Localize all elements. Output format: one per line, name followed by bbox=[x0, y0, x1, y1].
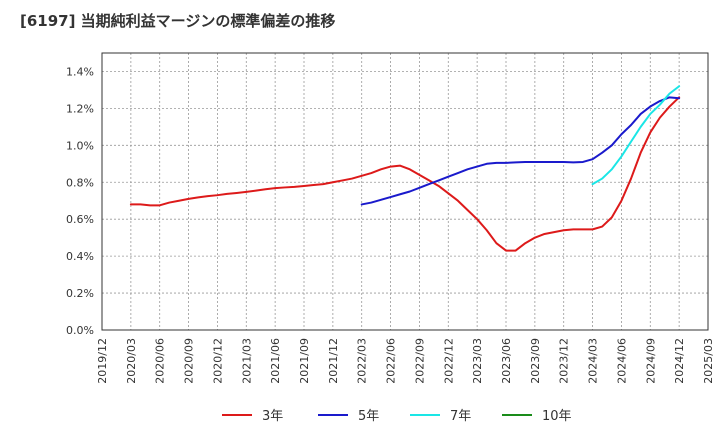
x-tick-label: 2021/06 bbox=[269, 338, 282, 384]
x-tick-label: 2022/09 bbox=[413, 338, 426, 384]
x-tick-label: 2024/09 bbox=[644, 338, 657, 384]
x-tick-label: 2024/12 bbox=[673, 338, 686, 384]
x-tick-label: 2020/03 bbox=[125, 338, 138, 384]
series-line-3 bbox=[591, 85, 681, 186]
y-tick-label: 0.6% bbox=[66, 213, 94, 226]
x-tick-label: 2024/03 bbox=[587, 338, 600, 384]
x-tick-label: 2021/03 bbox=[240, 338, 253, 384]
y-tick-label: 0.0% bbox=[66, 324, 94, 337]
y-tick-label: 0.8% bbox=[66, 176, 94, 189]
y-tick-label: 1.4% bbox=[66, 65, 94, 78]
x-tick-label: 2020/09 bbox=[183, 338, 196, 384]
y-tick-label: 1.2% bbox=[66, 102, 94, 115]
x-tick-label: 2023/12 bbox=[558, 338, 571, 384]
chart-title: [6197] 当期純利益マージンの標準偏差の推移 bbox=[20, 12, 336, 30]
x-tick-label: 2022/06 bbox=[385, 338, 398, 384]
x-tick-label: 2021/12 bbox=[327, 338, 340, 384]
x-tick-label: 2020/12 bbox=[211, 338, 224, 384]
y-tick-label: 0.2% bbox=[66, 287, 94, 300]
y-tick-label: 0.4% bbox=[66, 250, 94, 263]
x-tick-label: 2025/03 bbox=[702, 338, 715, 384]
y-tick-label: 1.0% bbox=[66, 139, 94, 152]
series-line-1 bbox=[129, 96, 681, 252]
x-tick-label: 2021/09 bbox=[298, 338, 311, 384]
x-tick-label: 2020/06 bbox=[154, 338, 167, 384]
legend-label-3: 7年 bbox=[450, 409, 471, 424]
x-tick-label: 2023/06 bbox=[500, 338, 513, 384]
plot-area bbox=[102, 53, 708, 330]
x-tick-label: 2023/03 bbox=[471, 338, 484, 384]
plot-border bbox=[101, 52, 709, 331]
x-tick-label: 2024/06 bbox=[615, 338, 628, 384]
x-tick-label: 2022/03 bbox=[356, 338, 369, 384]
series-line-2 bbox=[360, 96, 681, 206]
x-tick-label: 2019/12 bbox=[96, 338, 109, 384]
x-tick-label: 2022/12 bbox=[442, 338, 455, 384]
legend-label-1: 3年 bbox=[262, 409, 283, 424]
x-tick-label: 2023/09 bbox=[529, 338, 542, 384]
legend-label-2: 5年 bbox=[358, 409, 379, 424]
legend-label-4: 10年 bbox=[542, 409, 572, 424]
